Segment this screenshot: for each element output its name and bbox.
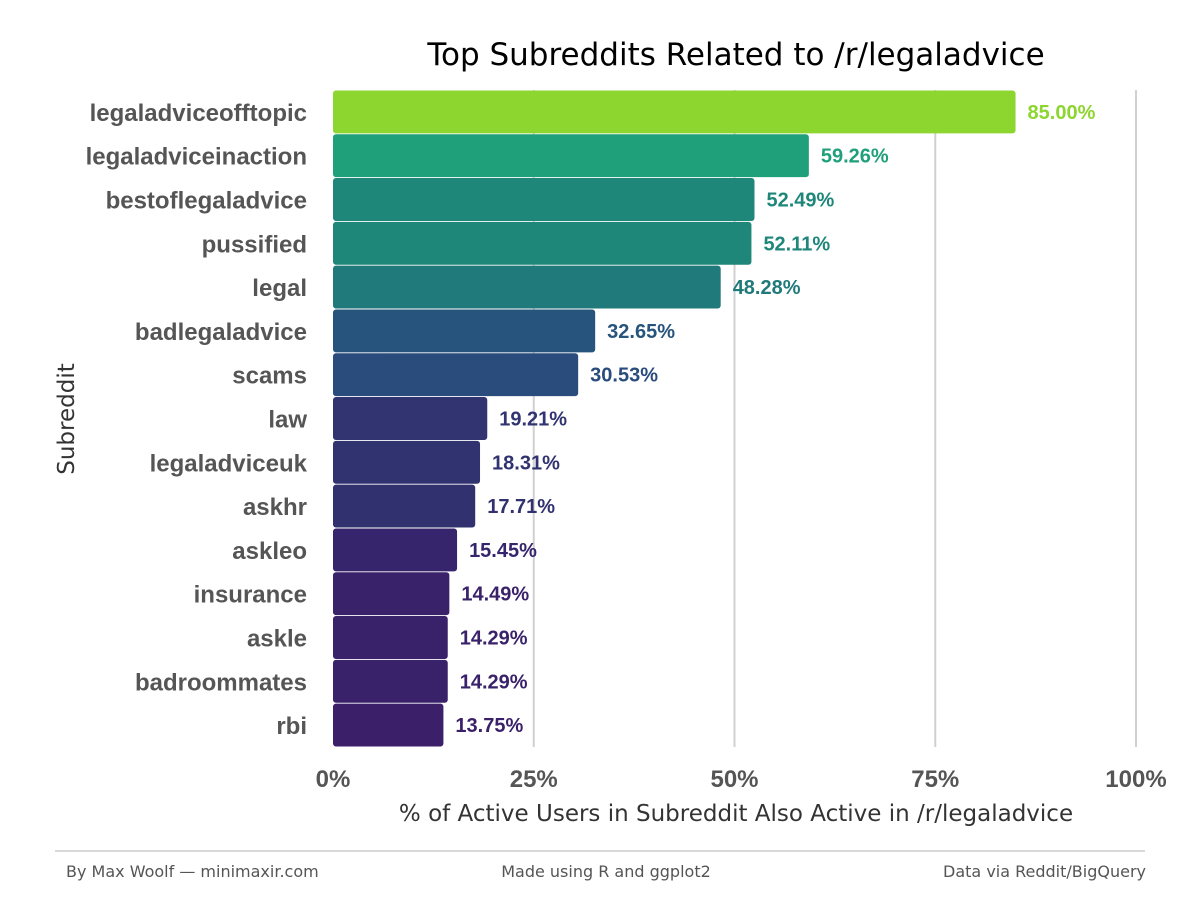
bar (333, 572, 450, 616)
bar (333, 440, 481, 484)
category-label: legaladviceofftopic (90, 100, 307, 127)
x-tick-label: 75% (911, 766, 959, 793)
footer-source: Data via Reddit/BigQuery (943, 862, 1146, 881)
bar (333, 265, 721, 309)
category-label: legaladviceuk (150, 450, 308, 477)
x-axis-label: % of Active Users in Subreddit Also Acti… (399, 801, 1073, 827)
category-label: legal (252, 275, 307, 302)
value-label: 19.21% (499, 409, 567, 431)
footer-author: By Max Woolf — minimaxir.com (66, 862, 319, 881)
y-axis-label: Subreddit (54, 363, 80, 475)
x-tick-label: 50% (710, 766, 758, 793)
bar (333, 134, 809, 178)
category-label: rbi (276, 713, 307, 740)
category-label: askleo (232, 538, 307, 565)
category-label: askhr (243, 494, 307, 521)
category-label: pussified (202, 231, 307, 258)
value-label: 14.49% (461, 584, 529, 606)
value-label: 30.53% (590, 365, 658, 387)
bar (333, 178, 755, 221)
category-labels: legaladviceofftopic legaladviceinaction be… (86, 100, 308, 740)
bar (333, 353, 579, 397)
value-label: 52.49% (766, 190, 834, 212)
bar (333, 221, 752, 265)
bar (333, 528, 458, 572)
x-tick-label: 25% (510, 766, 558, 793)
bars (333, 90, 1016, 747)
value-label: 14.29% (460, 628, 528, 650)
bar (333, 484, 476, 528)
chart-title: Top Subreddits Related to /r/legaladvice (426, 37, 1044, 73)
value-label: 85.00% (1028, 102, 1096, 124)
value-label: 48.28% (733, 277, 801, 299)
bar (333, 397, 488, 440)
value-labels: 85.00% 59.26% 52.49% 52.11% 48.28% 32.65% 30.5… (455, 102, 1095, 737)
category-label: askle (247, 626, 307, 653)
category-label: badlegaladvice (135, 319, 307, 346)
category-label: bestoflegaladvice (106, 188, 307, 215)
value-label: 52.11% (763, 233, 830, 255)
value-label: 59.26% (821, 146, 889, 168)
footer-tools: Made using R and ggplot2 (501, 862, 711, 881)
x-tick-labels: 0% 25% 50% 75% 100% (316, 766, 1167, 793)
value-label: 15.45% (469, 540, 537, 562)
category-label: scams (232, 363, 307, 390)
value-label: 32.65% (607, 321, 675, 343)
category-label: badroommates (135, 669, 307, 696)
value-label: 13.75% (455, 715, 523, 737)
value-label: 18.31% (492, 452, 560, 474)
category-label: legaladviceinaction (86, 144, 307, 171)
bar (333, 659, 448, 703)
category-label: insurance (194, 582, 307, 609)
x-tick-label: 100% (1105, 766, 1166, 793)
bar (333, 616, 448, 659)
value-label: 17.71% (487, 496, 555, 518)
bar (333, 309, 596, 353)
bar (333, 90, 1016, 134)
bar (333, 703, 444, 747)
category-label: law (268, 407, 307, 434)
value-label: 14.29% (460, 671, 528, 693)
x-tick-label: 0% (316, 766, 351, 793)
